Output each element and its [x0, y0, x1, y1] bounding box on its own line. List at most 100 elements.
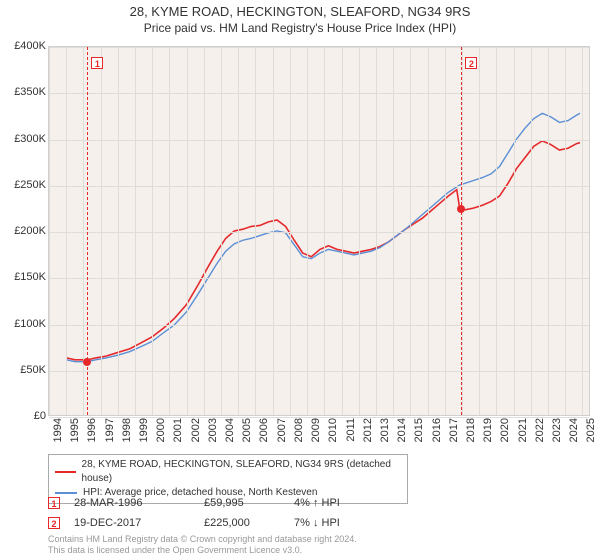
gridline-h: [49, 47, 589, 48]
sales-table: 1 28-MAR-1996 £59,995 4% ↑ HPI 2 19-DEC-…: [48, 494, 374, 534]
y-axis-label: £250K: [2, 179, 46, 191]
gridline-v: [101, 47, 102, 415]
gridline-v: [204, 47, 205, 415]
sale-number-badge: 2: [48, 517, 60, 529]
x-axis-label: 2021: [517, 418, 529, 448]
sale-marker-badge: 2: [465, 57, 477, 69]
x-axis-label: 2024: [568, 418, 580, 448]
x-axis-label: 1997: [104, 418, 116, 448]
table-row: 2 19-DEC-2017 £225,000 7% ↓ HPI: [48, 514, 374, 532]
x-axis-label: 2008: [293, 418, 305, 448]
gridline-v: [152, 47, 153, 415]
x-axis-label: 2013: [379, 418, 391, 448]
sale-price: £59,995: [204, 497, 294, 509]
sale-marker-badge: 1: [91, 57, 103, 69]
sale-price: £225,000: [204, 517, 294, 529]
y-axis-label: £350K: [2, 86, 46, 98]
sale-date: 28-MAR-1996: [74, 497, 204, 509]
series-svg: [49, 47, 589, 415]
gridline-h: [49, 371, 589, 372]
gridline-v: [582, 47, 583, 415]
gridline-h: [49, 93, 589, 94]
series-line: [67, 141, 580, 360]
sale-date: 19-DEC-2017: [74, 517, 204, 529]
x-axis-label: 1995: [69, 418, 81, 448]
footer-line: This data is licensed under the Open Gov…: [48, 545, 357, 556]
x-axis-label: 2012: [362, 418, 374, 448]
gridline-v: [273, 47, 274, 415]
x-axis-label: 2004: [224, 418, 236, 448]
gridline-v: [531, 47, 532, 415]
gridline-v: [135, 47, 136, 415]
gridline-v: [221, 47, 222, 415]
gridline-h: [49, 140, 589, 141]
y-axis-label: £200K: [2, 225, 46, 237]
legend-swatch: [55, 471, 76, 473]
x-axis-label: 2018: [465, 418, 477, 448]
gridline-v: [514, 47, 515, 415]
y-axis-label: £300K: [2, 133, 46, 145]
legend-label: 28, KYME ROAD, HECKINGTON, SLEAFORD, NG3…: [82, 458, 401, 486]
x-axis-label: 2017: [448, 418, 460, 448]
x-axis-label: 1999: [138, 418, 150, 448]
x-axis-label: 2007: [276, 418, 288, 448]
gridline-v: [445, 47, 446, 415]
sale-number-badge: 1: [48, 497, 60, 509]
x-axis-label: 2001: [172, 418, 184, 448]
table-row: 1 28-MAR-1996 £59,995 4% ↑ HPI: [48, 494, 374, 512]
plot-area: 12: [48, 46, 590, 416]
gridline-v: [359, 47, 360, 415]
gridline-v: [255, 47, 256, 415]
legend-item: 28, KYME ROAD, HECKINGTON, SLEAFORD, NG3…: [55, 458, 401, 486]
x-axis-label: 2010: [327, 418, 339, 448]
footer-line: Contains HM Land Registry data © Crown c…: [48, 534, 357, 545]
footer: Contains HM Land Registry data © Crown c…: [48, 534, 357, 556]
gridline-h: [49, 232, 589, 233]
gridline-v: [66, 47, 67, 415]
titles: 28, KYME ROAD, HECKINGTON, SLEAFORD, NG3…: [0, 0, 600, 35]
gridline-v: [49, 47, 50, 415]
x-axis-label: 2025: [585, 418, 597, 448]
x-axis-label: 2009: [310, 418, 322, 448]
sale-hpi-delta: 7% ↓ HPI: [294, 517, 374, 529]
sale-vertical-line: [461, 47, 462, 415]
x-axis-label: 2016: [431, 418, 443, 448]
gridline-v: [496, 47, 497, 415]
x-axis-label: 2015: [413, 418, 425, 448]
x-axis-label: 1996: [86, 418, 98, 448]
gridline-h: [49, 278, 589, 279]
sale-dot: [457, 205, 465, 213]
sale-hpi-delta: 4% ↑ HPI: [294, 497, 374, 509]
x-axis-label: 2000: [155, 418, 167, 448]
y-axis-label: £400K: [2, 40, 46, 52]
x-axis-label: 2023: [551, 418, 563, 448]
gridline-v: [410, 47, 411, 415]
gridline-v: [376, 47, 377, 415]
x-axis-label: 2020: [499, 418, 511, 448]
x-axis-label: 2011: [345, 418, 357, 448]
x-axis-label: 2006: [258, 418, 270, 448]
gridline-v: [479, 47, 480, 415]
gridline-v: [565, 47, 566, 415]
gridline-v: [548, 47, 549, 415]
x-axis-label: 1998: [121, 418, 133, 448]
gridline-v: [187, 47, 188, 415]
gridline-v: [393, 47, 394, 415]
sale-dot: [83, 358, 91, 366]
gridline-v: [169, 47, 170, 415]
y-axis-label: £100K: [2, 318, 46, 330]
gridline-v: [307, 47, 308, 415]
gridline-v: [428, 47, 429, 415]
x-axis-label: 2003: [207, 418, 219, 448]
y-axis-label: £0: [2, 410, 46, 422]
x-axis-label: 2019: [482, 418, 494, 448]
gridline-v: [118, 47, 119, 415]
gridline-v: [342, 47, 343, 415]
title-address: 28, KYME ROAD, HECKINGTON, SLEAFORD, NG3…: [0, 4, 600, 19]
chart-container: 28, KYME ROAD, HECKINGTON, SLEAFORD, NG3…: [0, 0, 600, 560]
gridline-v: [324, 47, 325, 415]
x-axis-label: 1994: [52, 418, 64, 448]
gridline-h: [49, 325, 589, 326]
x-axis-label: 2014: [396, 418, 408, 448]
title-subtitle: Price paid vs. HM Land Registry's House …: [0, 21, 600, 35]
